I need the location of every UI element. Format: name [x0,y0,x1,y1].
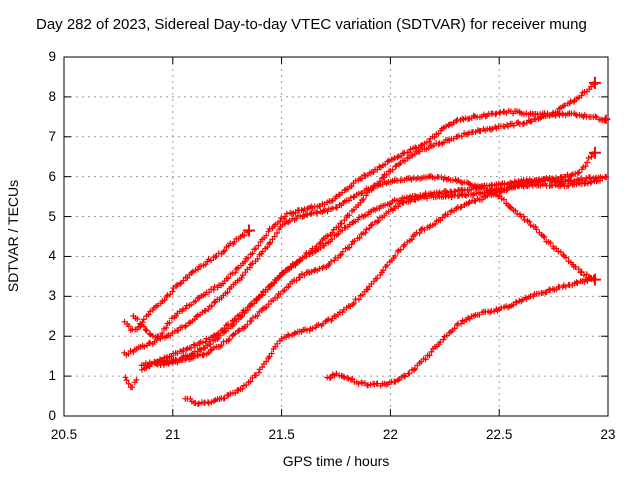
series-short-arc [121,228,252,334]
x-tick-label-20.5: 20.5 [50,427,78,442]
chart-title: Day 282 of 2023, Sidereal Day-to-day VTE… [36,16,587,33]
y-tick-label-8: 8 [48,88,56,104]
series-late-riser-arc [324,275,597,389]
x-tick-label-21: 21 [165,427,181,442]
y-axis-label: SDTVAR / TECUs [5,179,21,293]
y-tick-label-4: 4 [48,248,56,264]
series-bottom-riser-arc [182,151,596,407]
x-tick-label-21.5: 21.5 [268,427,295,442]
y-tick-label-3: 3 [48,288,56,304]
y-tick-label-7: 7 [48,128,56,144]
y-tick-label-1: 1 [48,368,56,384]
y-tick-label-2: 2 [48,328,56,344]
series-end-marker [601,114,611,124]
series-end-marker [588,76,601,89]
y-tick-label-9: 9 [48,49,56,64]
y-tick-label-5: 5 [48,208,56,224]
y-tick-label-6: 6 [48,168,56,184]
y-tick-label-0: 0 [48,408,56,423]
x-axis-label: GPS time / hours [282,453,390,469]
series-end-marker [242,224,255,237]
series-left-stub-arc [122,374,140,391]
x-tick-label-22.5: 22.5 [486,427,513,442]
series-steep-top-arc [138,81,599,373]
series-end-marker [588,146,601,159]
x-tick-label-23: 23 [600,427,616,442]
x-tick-label-22: 22 [382,427,398,442]
